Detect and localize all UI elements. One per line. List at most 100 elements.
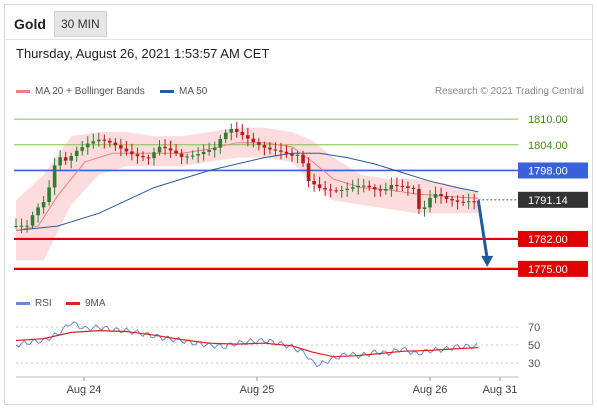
header-divider: [4, 39, 593, 40]
candle-body: [389, 184, 394, 190]
candle-body: [157, 146, 162, 153]
candle-body: [146, 157, 151, 159]
candle-body: [472, 201, 476, 203]
candle-body: [14, 226, 18, 228]
candle-body: [163, 146, 167, 149]
ma50-label: MA 50: [179, 86, 208, 97]
candle-body: [251, 138, 256, 143]
candle-body: [422, 207, 427, 209]
candle-body: [356, 185, 361, 188]
x-tick-label: Aug 26: [413, 384, 448, 396]
candle-body: [63, 157, 68, 161]
ma9-swatch: [66, 301, 80, 305]
candle-body: [273, 149, 278, 151]
candle-body: [428, 197, 432, 208]
candle-body: [168, 148, 173, 151]
candle-body: [30, 215, 35, 226]
legend-ma-bb: MA 20 + Bollinger Bands: [16, 86, 145, 97]
candle-body: [444, 196, 449, 199]
ma9-label: 9MA: [85, 298, 106, 309]
candle-body: [334, 190, 338, 192]
level-label: 1798.00: [528, 165, 568, 177]
candle-body: [246, 135, 250, 139]
candle-body: [174, 150, 178, 154]
rsi-tick-label: 50: [528, 340, 540, 352]
candle-body: [130, 151, 134, 155]
candle-body: [301, 154, 305, 164]
bollinger-band: [16, 127, 479, 261]
candle-body: [223, 132, 228, 139]
candle-body: [378, 189, 383, 191]
candle-body: [207, 150, 211, 152]
rsi-ma9-line: [15, 329, 479, 358]
legend-rsi: RSI: [16, 298, 52, 309]
candle-body: [235, 129, 239, 132]
level-label: 1810.00: [528, 114, 568, 126]
chart-frame: [4, 4, 593, 405]
header: Gold 30 MIN: [4, 4, 593, 40]
x-tick-label: Aug 31: [483, 384, 518, 396]
candle-body: [201, 151, 206, 155]
rsi-tick-label: 30: [528, 358, 540, 370]
candle-body: [229, 129, 234, 133]
candle-body: [52, 165, 57, 188]
candle-body: [119, 145, 123, 149]
level-label-bg: [518, 162, 588, 179]
candle-body: [97, 139, 101, 142]
candle-body: [36, 207, 40, 216]
candle-body: [135, 154, 140, 157]
candle-body: [433, 194, 438, 198]
legend-ma50: MA 50: [160, 86, 207, 97]
candle-body: [323, 188, 327, 190]
candle-body: [113, 142, 118, 146]
ma20-line: [15, 142, 479, 231]
candle-body: [257, 142, 261, 146]
candle-body: [41, 202, 46, 208]
timestamp: Thursday, August 26, 2021 1:53:57 AM CET: [16, 46, 270, 61]
candle-body: [152, 152, 156, 159]
level-label: 1775.00: [528, 264, 568, 276]
candle-body: [384, 189, 388, 191]
forecast-arrow: [476, 200, 489, 260]
candle-body: [185, 156, 189, 158]
candle-body: [91, 141, 96, 144]
candle-body: [212, 147, 217, 151]
candle-body: [339, 189, 344, 191]
candle-body: [373, 187, 377, 190]
candle-body: [74, 150, 79, 157]
candle-body: [69, 156, 73, 161]
candle-body: [350, 187, 355, 189]
ma-bb-swatch: [16, 89, 30, 93]
candle-body: [85, 143, 90, 148]
forecast-arrow-head: [481, 255, 494, 267]
level-label-bg: [518, 260, 588, 277]
candle-body: [295, 154, 300, 156]
candle-body: [345, 188, 349, 190]
ma50-line: [15, 152, 479, 231]
ma50-swatch: [160, 89, 174, 93]
candle-body: [240, 131, 245, 136]
candle-body: [328, 189, 333, 191]
candle-body: [58, 157, 62, 166]
candle-body: [312, 180, 316, 185]
candle-body: [141, 156, 145, 158]
candle-body: [411, 187, 416, 189]
candle-body: [25, 225, 29, 227]
level-label-bg: [518, 191, 588, 208]
rsi-label: RSI: [35, 298, 52, 309]
level-label: 1782.00: [528, 234, 568, 246]
candle-body: [179, 153, 184, 158]
candle-body: [417, 188, 421, 209]
candle-body: [439, 194, 443, 197]
candle-body: [284, 151, 289, 154]
level-label-bg: [518, 230, 588, 247]
candle-body: [47, 187, 51, 203]
candle-body: [108, 140, 112, 143]
timeframe-badge[interactable]: 30 MIN: [54, 11, 107, 37]
candle-body: [279, 150, 283, 152]
candle-body: [461, 201, 465, 203]
candle-body: [400, 185, 405, 187]
level-label: 1804.00: [528, 140, 568, 152]
rsi-swatch: [16, 301, 30, 305]
